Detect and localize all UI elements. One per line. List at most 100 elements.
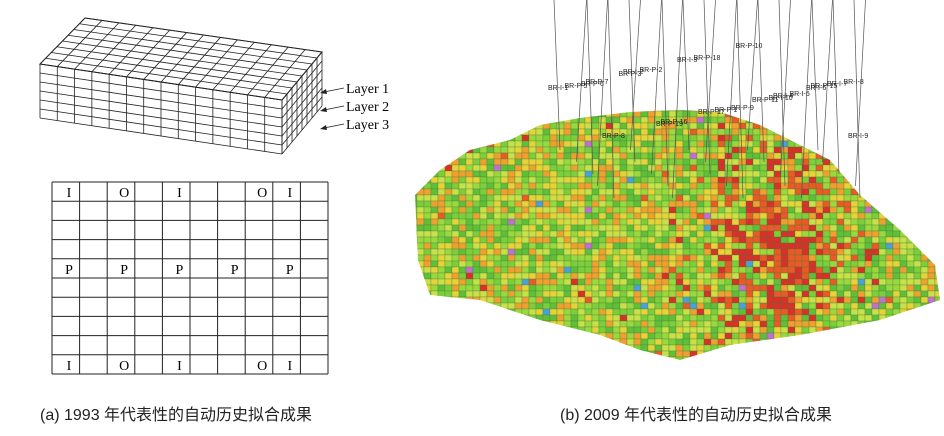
- model-cell: [668, 182, 677, 190]
- model-cell: [724, 290, 733, 298]
- model-cell: [857, 314, 866, 322]
- model-cell: [787, 314, 796, 322]
- model-cell: [640, 164, 649, 172]
- model-cell: [738, 260, 747, 268]
- model-cell: [808, 290, 817, 298]
- model-cell: [843, 356, 852, 360]
- model-cell: [703, 308, 712, 316]
- model-cell: [500, 152, 509, 160]
- model-cell: [514, 338, 523, 346]
- model-cell: [521, 194, 530, 202]
- model-cell: [486, 164, 495, 172]
- model-cell: [458, 332, 467, 340]
- model-cell: [878, 296, 887, 304]
- model-cell: [626, 308, 635, 316]
- model-cell: [857, 248, 866, 256]
- model-cell: [472, 182, 481, 190]
- model-cell: [437, 158, 446, 166]
- model-cell: [717, 284, 726, 292]
- model-cell: [563, 170, 572, 178]
- model-cell: [437, 302, 446, 310]
- model-cell: [682, 254, 691, 262]
- model-cell: [794, 326, 803, 334]
- model-cell: [500, 200, 509, 208]
- model-cell: [794, 254, 803, 262]
- model-cell: [787, 260, 796, 268]
- model-cell: [780, 134, 789, 142]
- model-cell: [598, 284, 607, 292]
- model-cell: [437, 230, 446, 238]
- model-cell: [465, 332, 474, 340]
- model-cell: [437, 248, 446, 256]
- model-cell: [794, 176, 803, 184]
- model-cell: [661, 338, 670, 346]
- model-cell: [920, 326, 929, 334]
- model-cell: [885, 182, 894, 190]
- model-cell: [514, 188, 523, 196]
- model-cell: [444, 266, 453, 274]
- model-cell: [626, 272, 635, 280]
- model-cell: [633, 236, 642, 244]
- model-cell: [619, 122, 628, 130]
- model-cell: [577, 314, 586, 322]
- model-cell: [486, 296, 495, 304]
- model-cell: [850, 206, 859, 214]
- model-cell: [458, 158, 467, 166]
- model-cell: [675, 248, 684, 256]
- model-cell: [437, 326, 446, 334]
- well-label: BR-P-1: [715, 107, 738, 114]
- model-cell: [857, 272, 866, 280]
- model-cell: [851, 363, 858, 369]
- model-cell: [864, 140, 873, 148]
- grid-line: [281, 69, 323, 119]
- model-cell: [521, 140, 530, 148]
- model-cell: [731, 254, 740, 262]
- model-cell: [822, 278, 831, 286]
- well-line: [811, 0, 819, 151]
- model-cell: [563, 308, 572, 316]
- well-label: BR-P-8: [602, 133, 625, 140]
- model-cell: [864, 332, 873, 340]
- model-cell: [689, 230, 698, 238]
- model-cell: [423, 110, 432, 118]
- model-cell: [682, 182, 691, 190]
- model-cell: [619, 188, 628, 196]
- model-cell: [556, 230, 565, 238]
- model-cell: [801, 326, 810, 334]
- model-cell: [598, 290, 607, 298]
- model-cell: [836, 224, 845, 232]
- model-cell: [934, 356, 940, 360]
- model-cell: [598, 260, 607, 268]
- model-cell: [815, 248, 824, 256]
- model-cell: [430, 356, 439, 360]
- model-cell: [773, 110, 782, 118]
- model-cell: [437, 290, 446, 298]
- model-cell: [479, 110, 488, 118]
- model-cell: [661, 212, 670, 220]
- model-cell: [703, 290, 712, 298]
- model-cell: [808, 248, 817, 256]
- model-cell: [808, 236, 817, 244]
- model-cell: [640, 182, 649, 190]
- model-cell: [773, 146, 782, 154]
- model-cell: [724, 242, 733, 250]
- model-cell: [843, 236, 852, 244]
- model-cell: [549, 200, 558, 208]
- model-cell: [584, 248, 593, 256]
- model-cell: [892, 158, 901, 166]
- model-cell: [641, 363, 648, 369]
- model-cell: [542, 158, 551, 166]
- model-cell: [640, 110, 649, 118]
- model-cell: [598, 116, 607, 124]
- model-cell: [479, 110, 488, 112]
- model-cell: [584, 194, 593, 202]
- model-cell: [486, 260, 495, 268]
- model-cell: [885, 338, 894, 346]
- model-cell: [829, 170, 838, 178]
- model-cell: [675, 152, 684, 160]
- model-cell: [682, 218, 691, 226]
- model-cell: [906, 266, 915, 274]
- model-cell: [619, 254, 628, 262]
- model-cell: [724, 170, 733, 178]
- model-cell: [570, 332, 579, 340]
